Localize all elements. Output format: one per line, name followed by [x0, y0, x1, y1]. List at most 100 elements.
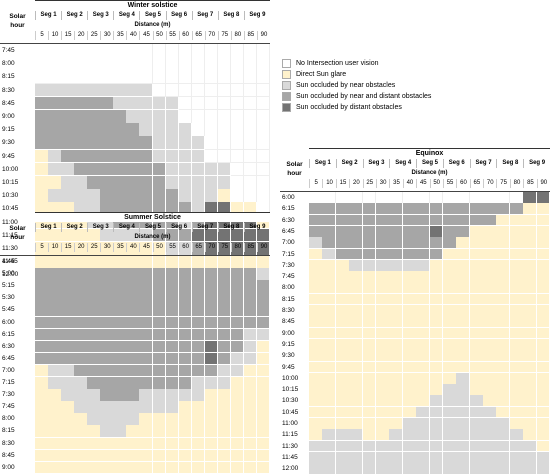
grid-cell [523, 440, 538, 453]
grid-cell [126, 340, 140, 354]
hour-label: 9:30 [2, 139, 15, 147]
grid-cell [113, 189, 127, 203]
grid-cell [139, 352, 153, 366]
grid-cell [139, 461, 153, 475]
grid-cell [256, 328, 271, 342]
grid-cell [335, 203, 350, 216]
hour-label: 10:15 [282, 386, 299, 394]
grid-cell [204, 70, 219, 85]
grid-cell [523, 271, 538, 283]
grid-cell [165, 425, 180, 438]
grid-cell [100, 149, 114, 164]
grid-cell [469, 248, 484, 261]
grid-cell [335, 384, 350, 396]
distance-tick: 40 [126, 31, 139, 40]
grid-cell [152, 449, 167, 463]
grid-cell [335, 282, 350, 295]
grid-cell [74, 57, 88, 71]
grid-cell [429, 440, 444, 453]
grid-cell [61, 83, 75, 98]
grid-cell [309, 350, 323, 362]
grid-cell [48, 136, 62, 151]
segment-header: Seg 3 [87, 223, 113, 232]
grid-cell [243, 461, 258, 475]
grid-cell [509, 271, 524, 283]
grid-cell [191, 364, 206, 378]
grid-cell [509, 305, 524, 317]
grid-cell [204, 83, 219, 98]
grid-cell [100, 83, 114, 98]
grid-cell [74, 268, 88, 281]
grid-cell [309, 361, 323, 374]
grid-cell [389, 338, 404, 351]
header-divider [0, 43, 270, 44]
grid-cell [191, 189, 206, 203]
grid-cell [191, 461, 206, 475]
grid-cell [389, 327, 404, 340]
grid-cell [191, 340, 206, 354]
distance-tick: 80 [230, 243, 244, 252]
grid-cell [217, 461, 232, 475]
grid-cell [230, 44, 245, 58]
segment-header: Seg 1 [35, 223, 61, 232]
hour-label: 10:00 [2, 165, 19, 173]
grid-cell [61, 401, 75, 414]
grid-cell [48, 70, 62, 85]
distance-tick: 15 [61, 243, 74, 252]
grid-cell [509, 418, 524, 430]
grid-cell [230, 176, 245, 190]
hour-label: 8:15 [2, 73, 15, 81]
grid-cell [429, 384, 444, 396]
grid-cell [483, 214, 497, 227]
grid-cell [113, 280, 127, 293]
grid-cell [243, 83, 258, 98]
distance-tick: 60 [456, 179, 469, 188]
grid-cell [178, 461, 193, 475]
grid-cell [74, 328, 88, 342]
grid-cell [362, 429, 377, 442]
grid-cell [139, 176, 153, 190]
grid-cell [35, 437, 49, 451]
grid-cell [152, 149, 167, 164]
grid-cell [442, 429, 457, 442]
grid-cell [523, 214, 538, 227]
grid-cell [165, 57, 180, 71]
grid-cell [126, 110, 140, 124]
grid-cell [35, 401, 49, 414]
grid-cell [335, 248, 350, 261]
distance-header: Distance (m) [134, 22, 171, 28]
hour-label: 4:45 [2, 258, 15, 265]
grid-cell [165, 389, 180, 402]
grid-cell [496, 293, 511, 306]
grid-cell [483, 350, 497, 362]
grid-cell [456, 203, 471, 216]
grid-cell [191, 304, 206, 317]
grid-cell [536, 361, 550, 374]
grid-cell [402, 214, 417, 227]
grid-cell [178, 44, 193, 58]
grid-cell [429, 350, 444, 362]
grid-cell [100, 70, 114, 85]
grid-cell [402, 395, 417, 408]
grid-cell [243, 437, 258, 451]
grid-cell [100, 352, 114, 366]
grid-cell [483, 451, 497, 464]
grid-cell [152, 70, 167, 85]
grid-cell [191, 425, 206, 438]
grid-cell [35, 176, 49, 190]
solar-hour-header: Solar hour [0, 12, 35, 30]
equinox-table: Equinox Solar hour Seg 1 Seg 2 Seg 3 Seg 4 Seg … [280, 148, 550, 475]
grid-cell [416, 282, 430, 295]
grid-cell [35, 110, 49, 124]
grid-cell [48, 413, 62, 426]
grid-cell [100, 401, 114, 414]
grid-cell [442, 418, 457, 430]
grid-cell [456, 429, 471, 442]
grid-cell [48, 401, 62, 414]
grid-cell [523, 225, 538, 238]
grid-cell [442, 282, 457, 295]
grid-cell [442, 372, 457, 385]
grid-cell [349, 271, 364, 283]
grid-cell [230, 280, 245, 293]
grid-cell [35, 340, 49, 354]
